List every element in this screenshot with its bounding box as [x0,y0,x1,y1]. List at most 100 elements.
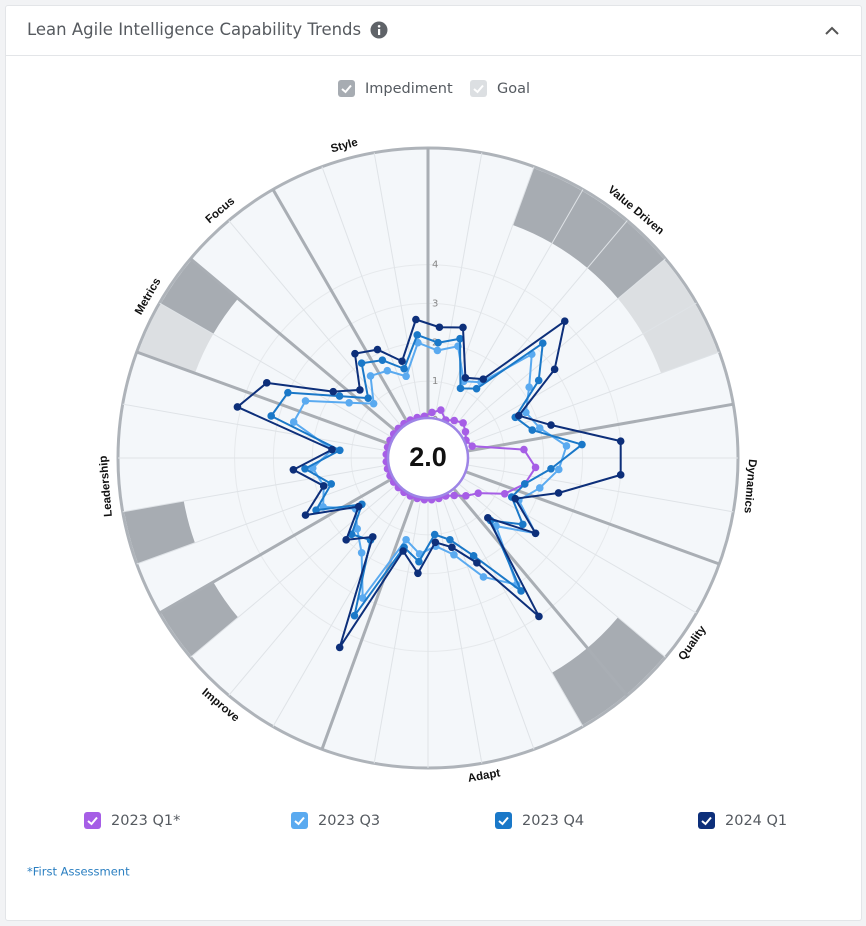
spoke [122,403,429,459]
spoke [427,189,584,459]
score: 2.0 [409,442,447,472]
series-point [450,550,458,559]
score-circle [386,416,470,500]
series-point [538,339,547,348]
series-point [357,548,366,557]
collapse-chevron[interactable] [824,24,840,38]
checkbox[interactable] [495,812,512,829]
series-point [450,491,459,500]
series-point [473,559,481,567]
dimension-divider [271,188,430,459]
series-point [462,492,470,500]
series-point [301,397,310,405]
series-point [517,587,525,595]
band-legend-item[interactable] [470,80,487,97]
check-mark [473,84,484,94]
series-point [342,536,350,544]
series-point [448,543,456,552]
series-point [518,520,527,529]
series-point [267,412,275,420]
series-legend-item[interactable] [495,812,512,829]
dimension-divider [320,457,430,750]
series-point [468,442,477,450]
checkbox[interactable] [338,80,355,97]
dimension-divider [189,257,429,460]
band-legend-item[interactable] [338,80,355,97]
series-point [446,535,454,544]
series-point [353,525,361,533]
series-legend-item[interactable] [291,812,308,829]
series-point [354,502,363,511]
footnote: *First Assessment [27,865,130,879]
legend-label: 2024 Q1 [725,813,787,829]
info-icon[interactable] [370,21,390,41]
series-point [500,489,509,498]
spoke [321,166,429,459]
series-point [560,317,569,326]
checkbox[interactable] [84,812,101,829]
check-mark [294,816,305,826]
spoke [427,220,628,459]
spoke [373,457,429,764]
series-point [578,440,586,449]
spoke [427,258,666,459]
band-segment [138,303,214,374]
dimension-label: Dynamics [741,459,758,514]
series-point [327,480,336,488]
checkbox[interactable] [291,812,308,829]
check-mark [701,816,712,826]
series-point [328,445,336,454]
series-point [456,384,465,393]
series-point [383,366,392,375]
series-point [415,557,423,566]
spoke [373,152,429,459]
series-point [412,315,420,324]
series-point [329,387,338,396]
band-segment [552,190,627,269]
checkbox[interactable] [470,80,487,97]
series-point [511,494,520,503]
series-point [472,384,481,393]
series-point [437,406,445,414]
series-point [289,465,298,474]
spoke [228,457,429,696]
series-point [398,357,406,366]
series-point [531,529,540,538]
series-point [616,471,625,479]
series-point [535,424,544,432]
series-point [402,535,410,544]
spoke [427,457,666,658]
check-mark [498,816,509,826]
dimension-divider [136,350,429,460]
series-point [301,511,310,519]
series-point [402,372,410,381]
legend-label: 2023 Q4 [522,813,584,829]
spoke [427,457,483,764]
band-segment [617,259,696,334]
series-point [399,547,407,555]
series-point [428,408,436,417]
series-point [431,538,440,547]
dimension-label: Adapt [467,767,501,785]
series-point [373,345,382,354]
dimension-divider [427,456,720,566]
r-tick-label: 4 [432,260,438,271]
checkbox[interactable] [698,812,715,829]
series-point [469,552,478,560]
series-point [358,594,367,602]
series-point [335,643,344,652]
series-point [616,437,625,445]
legend-label: 2023 Q1* [111,813,180,829]
band-segment [587,617,665,695]
series-legend-item[interactable] [698,812,715,829]
series-point [430,530,439,539]
dimension-divider [426,457,629,697]
series-point [369,399,378,408]
series-legend-item[interactable] [84,812,101,829]
spoke [427,166,535,459]
series-point [535,484,544,492]
spoke [136,457,429,565]
series-point [450,416,459,425]
spoke [228,220,429,459]
series-point [479,375,488,383]
